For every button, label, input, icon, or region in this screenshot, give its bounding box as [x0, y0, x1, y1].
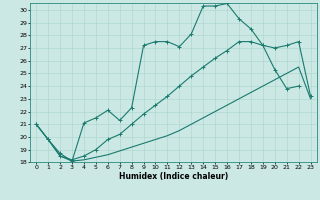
X-axis label: Humidex (Indice chaleur): Humidex (Indice chaleur) — [119, 172, 228, 181]
